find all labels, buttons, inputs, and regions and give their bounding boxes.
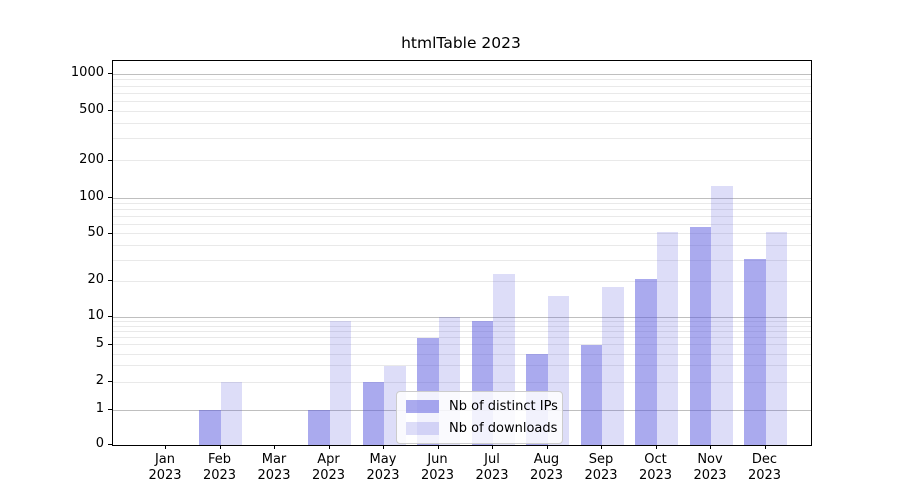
x-tick xyxy=(328,445,330,449)
y-tick-label: 10 xyxy=(87,308,104,323)
legend-swatch-distinct-ips xyxy=(406,400,439,413)
y-tick-label: 200 xyxy=(79,151,104,167)
x-tick xyxy=(601,445,602,449)
gridline-major xyxy=(113,316,811,318)
x-tick-label: Dec 2023 xyxy=(747,452,782,483)
gridline-minor xyxy=(113,215,811,217)
gridline-minor xyxy=(113,330,811,332)
bar-distinct-ips xyxy=(580,345,602,445)
bar-downloads xyxy=(602,286,624,445)
bar-distinct-ips xyxy=(199,410,221,445)
gridline-minor xyxy=(113,365,811,367)
gridline-minor xyxy=(113,101,811,102)
legend-swatch-downloads xyxy=(406,422,439,435)
x-tick xyxy=(383,445,384,449)
bar-distinct-ips xyxy=(362,382,384,445)
x-tick-label: May 2023 xyxy=(366,452,400,483)
y-tick-label: 5 xyxy=(95,335,104,351)
gridline-minor xyxy=(113,223,811,225)
x-tick-label: Aug 2023 xyxy=(529,452,564,483)
x-tick xyxy=(655,445,657,449)
gridline-minor xyxy=(113,138,811,140)
y-tick-label: 500 xyxy=(79,102,104,118)
gridline-minor xyxy=(113,280,811,282)
y-tick-label: 1 xyxy=(95,401,104,416)
y-tick-label: 100 xyxy=(79,189,104,204)
y-tick-label: 0 xyxy=(95,436,104,451)
y-tick xyxy=(108,232,112,234)
bar-downloads xyxy=(711,185,733,445)
y-tick xyxy=(108,197,112,198)
gridline-minor xyxy=(113,337,811,339)
x-tick xyxy=(274,445,275,449)
x-tick-label: Apr 2023 xyxy=(311,452,346,483)
y-tick-label: 2 xyxy=(95,373,104,388)
gridline-major xyxy=(113,73,811,75)
gridline-minor xyxy=(113,320,811,322)
bar-distinct-ips xyxy=(635,278,657,445)
x-tick-label: Feb 2023 xyxy=(202,452,237,483)
gridline-minor xyxy=(113,122,811,124)
gridline-minor xyxy=(113,325,811,327)
bar-downloads xyxy=(329,321,351,445)
gridline-minor xyxy=(113,353,811,355)
chart-title: htmlTable 2023 xyxy=(401,34,521,52)
x-tick xyxy=(165,445,166,449)
y-tick xyxy=(108,316,112,317)
bar-downloads xyxy=(656,231,678,445)
gridline-minor xyxy=(113,110,811,112)
y-tick xyxy=(108,381,112,382)
legend-item: Nb of distinct IPs xyxy=(406,398,558,415)
legend-label: Nb of distinct IPs xyxy=(449,399,558,414)
gridline-major xyxy=(113,197,811,199)
y-tick-label: 20 xyxy=(87,272,104,288)
x-tick xyxy=(437,445,439,449)
x-tick-label: Mar 2023 xyxy=(257,452,291,483)
y-tick xyxy=(108,280,112,282)
bar-distinct-ips xyxy=(308,410,330,445)
x-tick xyxy=(710,445,711,449)
y-tick xyxy=(108,343,112,345)
gridline-minor xyxy=(113,244,811,246)
x-tick xyxy=(492,445,493,449)
plot-area xyxy=(112,60,812,446)
y-axis-labels: 0 1 2 5 10 20 50 100 200 500 1000 xyxy=(0,60,104,451)
gridline-minor xyxy=(113,209,811,211)
x-tick-label: Oct 2023 xyxy=(638,452,673,483)
x-tick xyxy=(546,445,548,449)
gridline-minor xyxy=(113,202,811,204)
x-tick xyxy=(764,445,766,449)
gridline-minor xyxy=(113,160,811,162)
bar-distinct-ips xyxy=(744,258,766,445)
x-tick-label: Jul 2023 xyxy=(475,452,509,483)
y-tick xyxy=(108,444,112,445)
y-tick-label: 50 xyxy=(87,224,104,240)
gridline-minor xyxy=(113,233,811,235)
gridline-minor xyxy=(113,79,811,81)
x-tick xyxy=(219,445,221,449)
gridline-minor xyxy=(113,344,811,346)
y-tick xyxy=(108,409,112,410)
gridline-minor xyxy=(113,259,811,261)
bar-downloads xyxy=(220,382,242,445)
y-tick-label: 1000 xyxy=(70,65,104,80)
x-tick-label: Sep 2023 xyxy=(584,452,618,483)
x-tick-label: Nov 2023 xyxy=(693,452,727,483)
bar-distinct-ips xyxy=(689,227,711,445)
y-tick xyxy=(108,73,112,74)
y-tick xyxy=(108,110,112,112)
legend-label: Nb of downloads xyxy=(449,421,558,436)
gridline-minor xyxy=(113,92,811,94)
gridline-minor xyxy=(113,85,811,87)
gridline-minor xyxy=(113,381,811,383)
x-tick-label: Jun 2023 xyxy=(420,452,455,483)
y-tick xyxy=(108,159,112,161)
x-tick-label: Jan 2023 xyxy=(148,452,182,483)
legend: Nb of distinct IPs Nb of downloads xyxy=(396,391,563,444)
bar-downloads xyxy=(765,231,787,445)
legend-item: Nb of downloads xyxy=(406,420,558,437)
